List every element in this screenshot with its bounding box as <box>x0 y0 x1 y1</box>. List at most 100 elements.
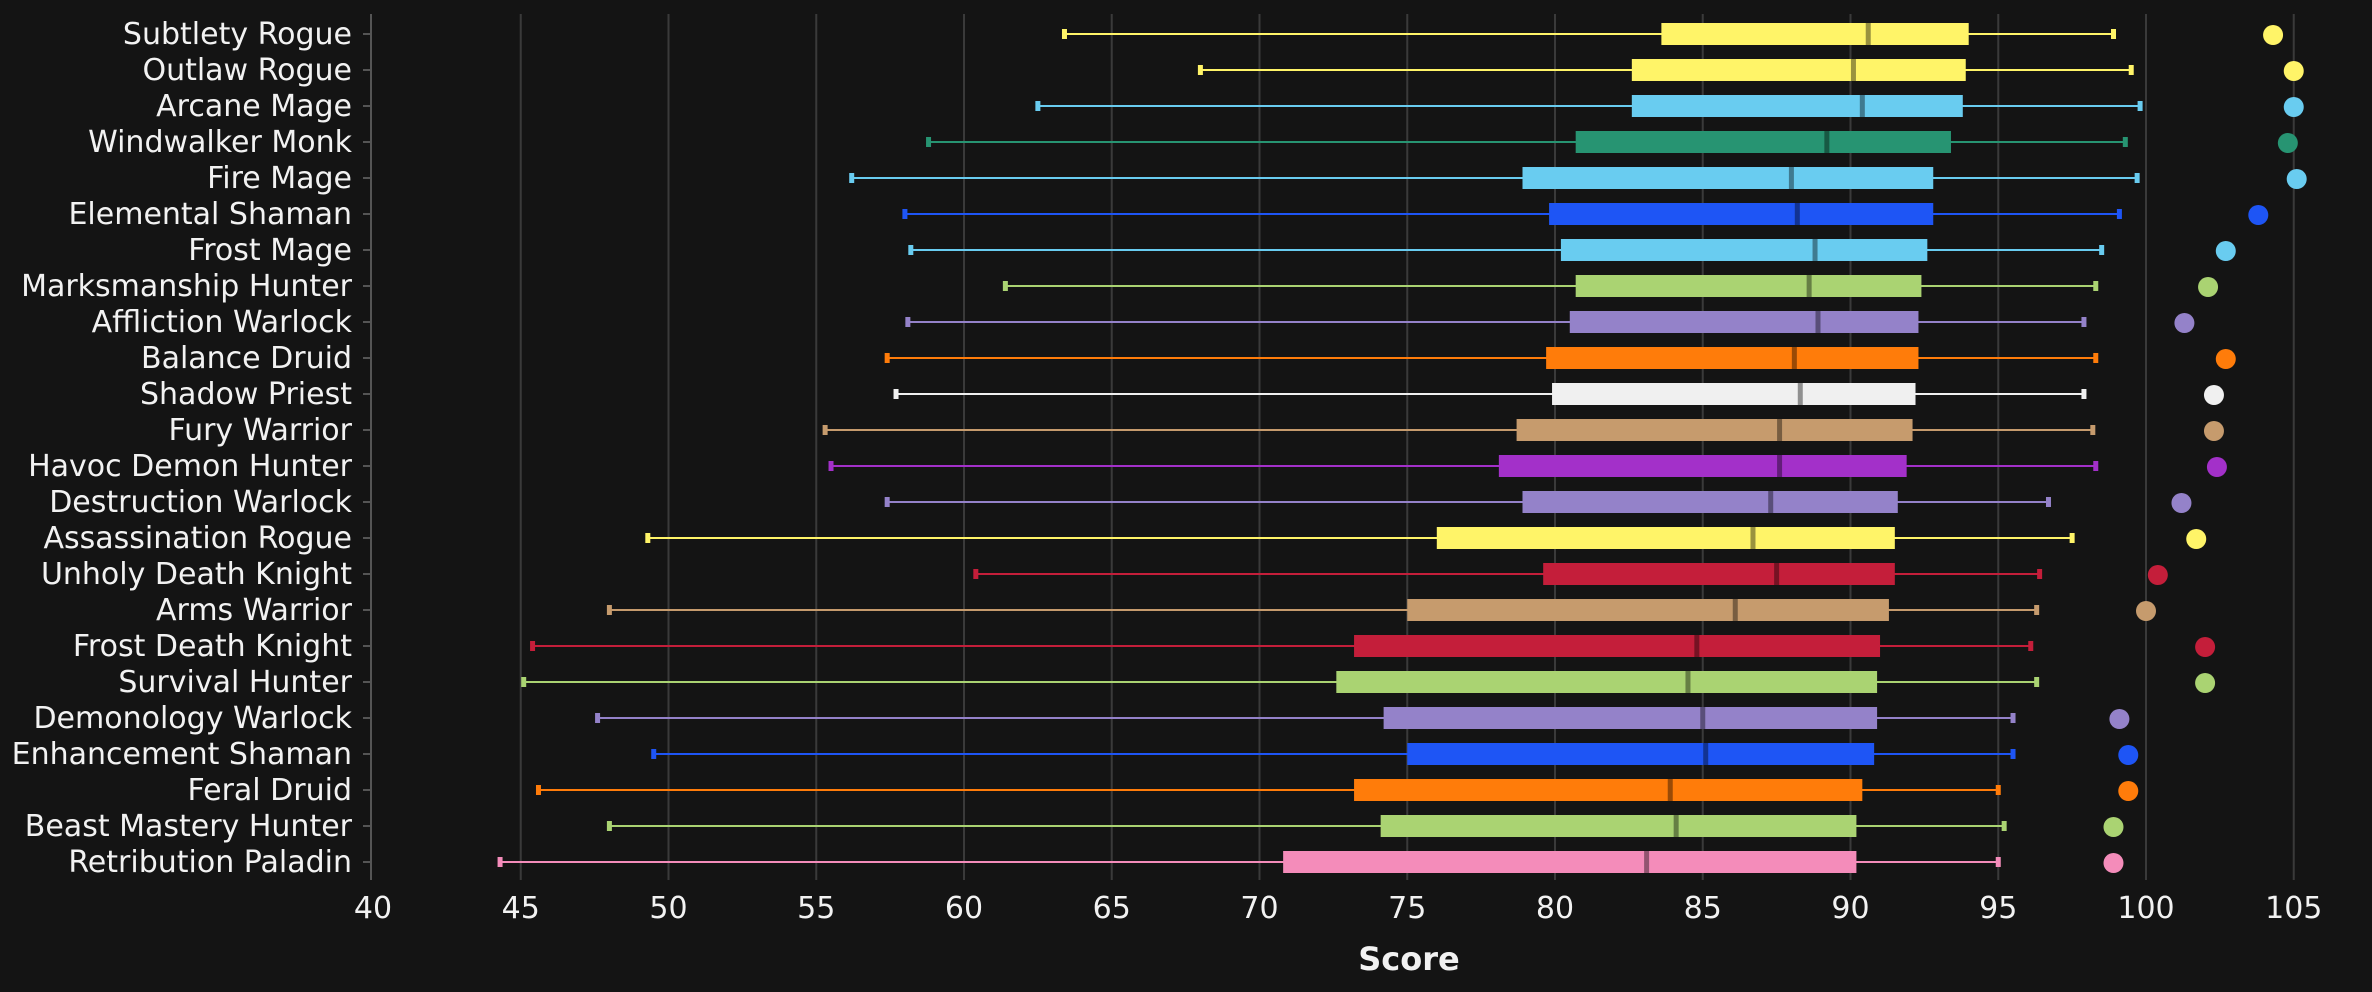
category-label-frost-mage: Frost Mage <box>188 233 352 268</box>
x-tick-label-50: 50 <box>649 891 687 926</box>
whisker-min-cap <box>1061 29 1067 39</box>
median-marker <box>1703 743 1709 765</box>
category-label-fire-mage: Fire Mage <box>207 161 352 196</box>
box-row-frost-death-knight <box>530 635 2216 657</box>
category-label-frost-death-knight: Frost Death Knight <box>73 629 352 664</box>
whisker-max-cap <box>2128 65 2134 75</box>
iqr-box <box>1560 239 1928 261</box>
whisker-max-cap <box>2010 713 2016 723</box>
x-tick-label-105: 105 <box>2265 891 2322 926</box>
x-tick-label-55: 55 <box>797 891 835 926</box>
median-marker <box>1732 599 1738 621</box>
category-label-feral-druid: Feral Druid <box>188 773 353 808</box>
category-label-beast-mastery-hunter: Beast Mastery Hunter <box>25 809 353 844</box>
whisker-min-cap <box>606 605 612 615</box>
box-row-marksmanship-hunter <box>1002 275 2219 297</box>
box-row-arcane-mage <box>1035 95 2304 117</box>
median-marker <box>1774 563 1780 585</box>
category-label-havoc-demon-hunter: Havoc Demon Hunter <box>28 449 353 484</box>
category-label-windwalker-monk: Windwalker Monk <box>88 125 353 160</box>
whisker-min-cap <box>595 713 601 723</box>
whisker-min-cap <box>884 353 890 363</box>
score-point <box>2103 853 2124 873</box>
grid-lines <box>519 14 2295 880</box>
x-tick-label-75: 75 <box>1388 891 1426 926</box>
whisker-min-cap <box>606 821 612 831</box>
x-tick-label-80: 80 <box>1536 891 1574 926</box>
whisker-max-cap <box>2081 389 2087 399</box>
x-tick-label-60: 60 <box>945 891 983 926</box>
whisker-min-cap <box>497 857 503 867</box>
whisker-min-cap <box>849 173 855 183</box>
whisker-min-cap <box>1002 281 1008 291</box>
score-point <box>2286 169 2307 189</box>
box-row-unholy-death-knight <box>973 563 2168 585</box>
iqr-box <box>1575 131 1951 153</box>
whisker-min-cap <box>828 461 834 471</box>
whisker-max-cap <box>2116 209 2122 219</box>
x-tick-label-40: 40 <box>354 891 392 926</box>
iqr-box <box>1575 275 1922 297</box>
score-point <box>2283 61 2304 81</box>
iqr-box <box>1407 599 1889 621</box>
whisker-min-cap <box>1035 101 1041 111</box>
score-point <box>2203 421 2224 441</box>
score-point <box>2186 529 2207 549</box>
median-marker <box>1865 23 1871 45</box>
iqr-box <box>1283 851 1857 873</box>
whisker-max-cap <box>2028 641 2034 651</box>
whisker-min-cap <box>535 785 541 795</box>
category-label-assassination-rogue: Assassination Rogue <box>43 521 352 556</box>
whisker-min-cap <box>893 389 899 399</box>
iqr-box <box>1631 95 1963 117</box>
whisker-max-cap <box>2110 29 2116 39</box>
x-tick-label-85: 85 <box>1684 891 1722 926</box>
box-row-beast-mastery-hunter <box>606 815 2124 837</box>
category-label-elemental-shaman: Elemental Shaman <box>68 197 352 232</box>
whisker-max-cap <box>2093 353 2099 363</box>
iqr-box <box>1549 203 1934 225</box>
median-marker <box>1644 851 1650 873</box>
x-axis: 40 45 50 55 60 65 70 75 80 85 90 95 100 105 <box>354 891 2322 926</box>
score-point <box>2147 565 2168 585</box>
iqr-box <box>1631 59 1966 81</box>
whisker-min-cap <box>884 497 890 507</box>
category-label-survival-hunter: Survival Hunter <box>118 665 352 700</box>
score-point <box>2215 241 2236 261</box>
iqr-box <box>1407 743 1875 765</box>
box-row-elemental-shaman <box>902 203 2269 225</box>
x-tick-label-95: 95 <box>1979 891 2017 926</box>
whisker-max-cap <box>2001 821 2007 831</box>
score-point <box>2118 781 2139 801</box>
score-point <box>2171 493 2192 513</box>
whisker-min-cap <box>651 749 657 759</box>
iqr-box <box>1543 563 1895 585</box>
category-label-balance-druid: Balance Druid <box>141 341 352 376</box>
iqr-box <box>1661 23 1969 45</box>
iqr-box <box>1354 779 1863 801</box>
box-row-enhancement-shaman <box>651 743 2139 765</box>
score-point <box>2136 601 2156 621</box>
x-tick-label-45: 45 <box>502 891 540 926</box>
whisker-max-cap <box>1995 857 2001 867</box>
category-label-unholy-death-knight: Unholy Death Knight <box>41 557 352 592</box>
median-marker <box>1815 311 1821 333</box>
box-row-shadow-priest <box>893 383 2224 405</box>
iqr-box <box>1383 707 1878 729</box>
box-row-windwalker-monk <box>926 131 2298 153</box>
median-marker <box>1824 131 1830 153</box>
median-marker <box>1700 707 1706 729</box>
iqr-box <box>1552 383 1916 405</box>
iqr-box <box>1336 671 1878 693</box>
box-row-fire-mage <box>849 167 2307 189</box>
whisker-max-cap <box>2037 569 2043 579</box>
iqr-box <box>1522 167 1934 189</box>
box-row-fury-warrior <box>822 419 2224 441</box>
score-point <box>2103 817 2124 837</box>
x-tick-label-65: 65 <box>1093 891 1131 926</box>
box-row-havoc-demon-hunter <box>828 455 2227 477</box>
iqr-box <box>1436 527 1895 549</box>
score-point <box>2118 745 2139 765</box>
whisker-max-cap <box>2069 533 2075 543</box>
